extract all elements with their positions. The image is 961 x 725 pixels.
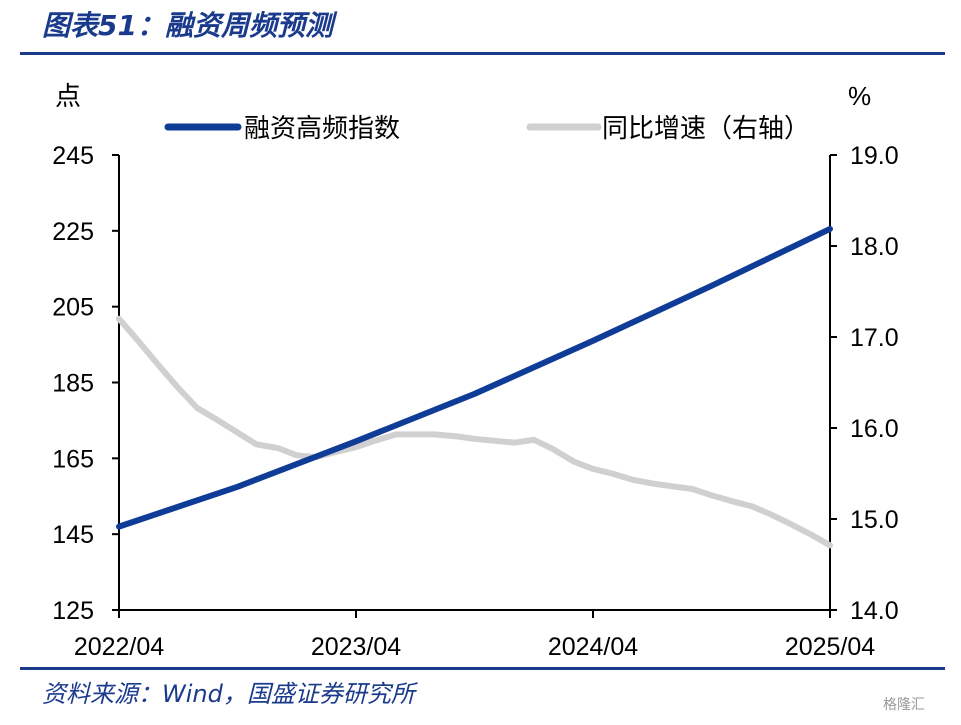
left-y-tick-label: 205	[52, 294, 94, 322]
chart-series	[116, 225, 833, 549]
figure-title: 图表51：融资周频预测	[42, 9, 333, 42]
chart-axes: 245 225 205 185 165 145 125 19.0 18.0 17.0 16.0 15.…	[52, 142, 898, 661]
series-line-index	[116, 225, 833, 530]
legend-label-index: 融资高频指数	[244, 113, 400, 143]
chart-legend: 融资高频指数 同比增速（右轴）	[164, 113, 810, 143]
right-y-tick-label: 14.0	[850, 597, 899, 625]
left-y-tick-label: 145	[52, 521, 94, 549]
title-rule	[20, 52, 945, 55]
left-y-tick-label: 225	[52, 218, 94, 246]
x-tick-label: 2025/04	[785, 633, 875, 661]
right-y-tick-label: 18.0	[850, 233, 899, 261]
right-y-tick-label: 19.0	[850, 142, 899, 170]
footer-rule	[20, 667, 945, 670]
source-note: 资料来源：Wind，国盛证券研究所	[42, 680, 415, 708]
x-tick-label: 2022/04	[74, 633, 164, 661]
legend-label-yoy: 同比增速（右轴）	[602, 113, 810, 143]
series-line-yoy	[116, 315, 833, 549]
right-axis-unit: %	[848, 81, 871, 111]
left-y-tick-label: 185	[52, 370, 94, 398]
x-tick-label: 2024/04	[548, 633, 638, 661]
right-y-tick-label: 17.0	[850, 324, 899, 352]
x-tick-label: 2023/04	[311, 633, 401, 661]
left-axis-unit: 点	[55, 81, 81, 111]
left-y-tick-label: 245	[52, 142, 94, 170]
watermark-logo: 格隆汇	[883, 697, 925, 713]
left-y-tick-label: 165	[52, 445, 94, 473]
right-y-tick-label: 15.0	[850, 506, 899, 534]
left-y-tick-label: 125	[52, 597, 94, 625]
right-y-tick-label: 16.0	[850, 415, 899, 443]
